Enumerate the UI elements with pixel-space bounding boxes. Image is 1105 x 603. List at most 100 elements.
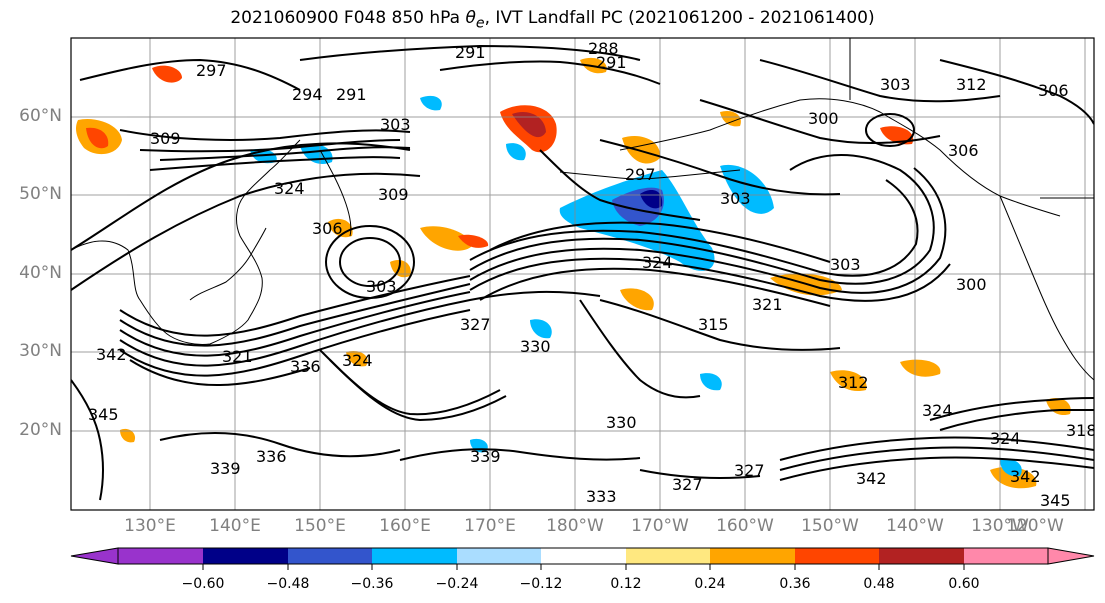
contour-label: 303 <box>380 115 411 134</box>
lon-label-150e: 150°E <box>294 516 346 536</box>
colorbar-min-extend <box>70 547 119 565</box>
colorbar-frame <box>117 547 1049 565</box>
contour-label: 306 <box>312 219 343 238</box>
contour-line <box>299 44 641 61</box>
lat-label-20n: 20°N <box>19 420 62 440</box>
contour-label: 342 <box>1010 467 1041 486</box>
contour-label: 306 <box>1038 81 1069 100</box>
lon-label-120w: 120°W <box>1006 516 1064 536</box>
contour-line <box>71 172 421 291</box>
contour-line <box>71 379 104 501</box>
contour-label: 309 <box>378 185 409 204</box>
coastline-asia <box>71 139 301 345</box>
contour-label: 306 <box>948 141 979 160</box>
contour-label: 312 <box>838 373 869 392</box>
contour-line <box>139 139 401 153</box>
negative-shading <box>530 319 552 339</box>
contour-line <box>159 146 411 161</box>
contour-line <box>469 167 947 294</box>
contour-line <box>119 129 411 141</box>
contour-line <box>399 448 641 461</box>
contour-line <box>159 431 401 458</box>
contour-labels: 291 288 291 297 294 291 303 309 324 306 … <box>88 39 1097 510</box>
contour-label: 303 <box>366 277 397 296</box>
contour-label: 312 <box>956 75 987 94</box>
contour-line <box>469 257 951 302</box>
lat-label-40n: 40°N <box>19 263 62 283</box>
contour-line <box>779 436 1094 461</box>
contour-label: 291 <box>336 85 367 104</box>
contour-line <box>599 139 841 196</box>
contour-line <box>579 299 701 399</box>
contour-line <box>119 283 471 347</box>
contour-loop <box>339 237 401 287</box>
contour-line <box>129 359 311 386</box>
lat-label-30n: 30°N <box>19 341 62 361</box>
colorbar-segment <box>795 548 879 564</box>
lat-label-50n: 50°N <box>19 184 62 204</box>
contour-label: 345 <box>88 405 119 424</box>
colorbar-tick-label: 0.60 <box>948 576 980 592</box>
colorbar-segment <box>457 548 541 564</box>
contour-loop <box>865 113 915 147</box>
map-area: 291 288 291 297 294 291 303 309 324 306 … <box>71 38 1097 510</box>
contour-label: 333 <box>586 487 617 506</box>
contour-label: 300 <box>808 109 839 128</box>
contour-label: 321 <box>752 295 783 314</box>
contour-label: 321 <box>222 347 253 366</box>
positive-shading <box>990 466 1037 489</box>
coastline-north-america <box>999 195 1094 381</box>
contour-label: 297 <box>196 61 227 80</box>
lon-label-160e: 160°E <box>379 516 431 536</box>
colorbar-tick-label: −0.60 <box>181 576 225 592</box>
contour-line <box>119 291 471 357</box>
positive-shading <box>120 428 136 443</box>
contour-line <box>639 469 761 479</box>
contour-label: 318 <box>1066 421 1097 440</box>
map-title: 2021060900 F048 850 hPa θe, IVT Landfall… <box>0 8 1105 31</box>
contour-label: 324 <box>990 429 1021 448</box>
lon-label-130w: 130°W <box>971 516 1029 536</box>
colorbar-tick-label: 0.36 <box>779 576 811 592</box>
colorbar-segment <box>118 548 203 564</box>
contour-label: 291 <box>596 53 627 72</box>
contour-label: 339 <box>470 447 501 466</box>
contour-line <box>479 267 831 307</box>
contour-label: 330 <box>606 413 637 432</box>
colorbar-segment <box>710 548 795 564</box>
positive-shading <box>830 370 867 392</box>
contour-label: 336 <box>290 357 321 376</box>
lon-label-160w: 160°W <box>716 516 774 536</box>
colorbar-segment <box>964 548 1048 564</box>
negative-shading <box>1000 459 1022 477</box>
positive-shading <box>328 218 353 238</box>
positive-shading <box>152 65 182 83</box>
colorbar-tick-label: −0.12 <box>519 576 563 592</box>
lat-label-60n: 60°N <box>19 106 62 126</box>
contour-label: 336 <box>256 447 287 466</box>
contour-line <box>929 397 1094 421</box>
contour-label: 303 <box>830 255 861 274</box>
colorbar-tick-label: 0.12 <box>610 576 642 592</box>
contour-line <box>119 290 601 367</box>
colorbar-segment <box>372 548 457 564</box>
contour-label: 327 <box>460 315 491 334</box>
negative-shading <box>420 95 442 111</box>
contour-label: 309 <box>150 129 181 148</box>
contour-label: 297 <box>625 165 656 184</box>
lon-label-140w: 140°W <box>886 516 944 536</box>
contour-label: 291 <box>455 43 486 62</box>
title-main: 2021060900 F048 850 hPa <box>230 8 466 28</box>
coastline-alaska <box>619 98 1061 217</box>
contour-label: 324 <box>642 253 673 272</box>
colorbar-segment <box>203 548 288 564</box>
colorbar-max-extend <box>1047 547 1095 565</box>
contour-label: 324 <box>274 179 305 198</box>
colorbar-tick-label: 0.24 <box>694 576 726 592</box>
lon-label-170e: 170°E <box>464 516 516 536</box>
lon-label-180w: 180°W <box>546 516 604 536</box>
contour-label: 303 <box>880 75 911 94</box>
contour-line <box>469 179 919 277</box>
contour-line <box>779 456 1094 481</box>
